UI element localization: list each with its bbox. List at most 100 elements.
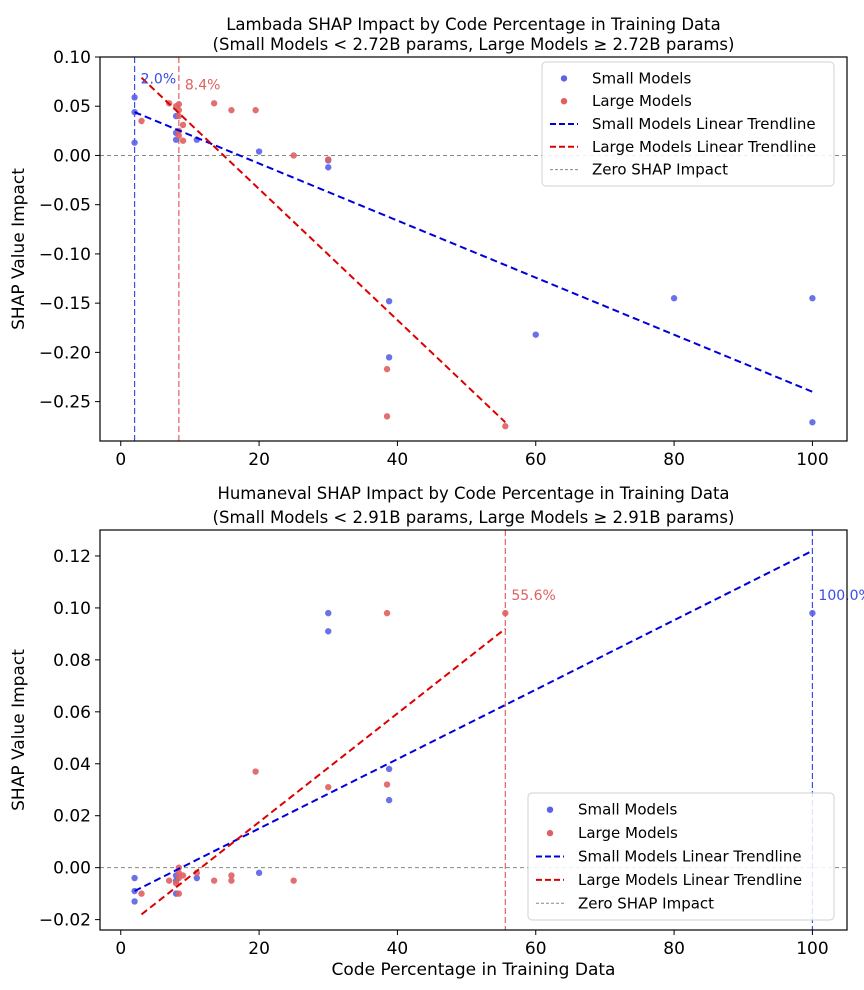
data-point <box>385 765 393 773</box>
legend-label: Large Models Linear Trendline <box>592 138 816 156</box>
legend-label: Large Models <box>592 92 692 110</box>
data-point <box>385 796 393 804</box>
x-tick-label: 40 <box>387 450 409 470</box>
chart-panel-2: Humaneval SHAP Impact by Code Percentage… <box>9 484 864 980</box>
y-tick-label: 0.00 <box>53 146 91 166</box>
vline-label: 100.0% <box>818 588 864 604</box>
y-tick-label: 0.08 <box>53 651 91 671</box>
data-point <box>809 609 816 617</box>
vline-label: 2.0% <box>141 72 177 88</box>
legend-label: Zero SHAP Impact <box>578 894 714 912</box>
axes-frame <box>99 56 848 442</box>
y-tick-label: −0.02 <box>39 911 91 931</box>
data-point <box>131 874 138 882</box>
y-tick-label: 0.02 <box>53 807 91 827</box>
legend-marker <box>560 75 568 82</box>
y-tick-label: 0.06 <box>53 703 91 723</box>
legend: Small Models Large Models Small Models Lin… <box>541 61 835 187</box>
axes-frame <box>99 529 848 931</box>
data-point <box>175 112 183 120</box>
data-point <box>502 423 509 430</box>
data-point <box>325 783 332 791</box>
data-point <box>131 94 138 101</box>
data-point <box>165 877 173 884</box>
data-point <box>252 106 259 114</box>
chart-subtitle: (Small Models < 2.91B params, Large Mode… <box>213 508 735 527</box>
plot-area <box>100 57 847 441</box>
trendline <box>134 111 813 393</box>
x-tick-label: 20 <box>248 450 270 470</box>
data-point <box>383 781 391 788</box>
data-point <box>179 121 187 129</box>
y-tick-label: 0.10 <box>53 599 91 619</box>
data-point <box>131 898 138 905</box>
data-point <box>290 152 297 159</box>
data-point <box>385 297 393 305</box>
y-tick-label: −0.15 <box>39 294 91 314</box>
legend-label: Zero SHAP Impact <box>592 161 728 179</box>
vline-label: 8.4% <box>185 77 221 93</box>
x-tick-label: 0 <box>115 450 126 470</box>
legend-box <box>527 792 835 921</box>
data-point <box>809 419 816 426</box>
vline-label: 55.6% <box>511 588 555 604</box>
data-point <box>325 628 332 635</box>
legend-marker <box>546 806 554 813</box>
data-point <box>138 890 145 897</box>
data-point <box>383 365 391 373</box>
x-tick-label: 80 <box>663 939 685 959</box>
data-point <box>670 295 678 302</box>
y-tick-label: −0.05 <box>39 196 91 216</box>
data-point <box>228 872 235 879</box>
trendline <box>134 549 813 892</box>
y-tick-label: −0.25 <box>39 393 91 413</box>
legend: Small Models Large Models Small Models Lin… <box>527 792 835 921</box>
y-tick-label: 0.00 <box>53 859 91 879</box>
data-point <box>383 609 391 617</box>
y-tick-label: 0.05 <box>53 97 91 117</box>
y-tick-label: −0.20 <box>39 343 91 363</box>
data-point <box>193 874 201 882</box>
chart-subtitle: (Small Models < 2.72B params, Large Mode… <box>213 35 735 54</box>
data-point <box>179 137 187 144</box>
x-tick-label: 60 <box>525 939 547 959</box>
data-point <box>255 148 263 155</box>
data-point <box>179 872 187 879</box>
y-axis-label: SHAP Value Impact <box>9 649 29 811</box>
y-axis-label: SHAP Value Impact <box>9 168 29 330</box>
legend-label: Small Models <box>592 69 691 87</box>
y-tick-label: 0.04 <box>53 755 91 775</box>
chart-panel-1: Lambada SHAP Impact by Code Percentage i… <box>9 15 848 470</box>
data-point <box>385 354 393 361</box>
y-tick-label: −0.10 <box>39 245 91 265</box>
legend-label: Small Models <box>578 801 677 819</box>
legend-label: Large Models <box>578 824 678 842</box>
trendline <box>140 76 507 424</box>
data-point <box>383 413 391 420</box>
x-tick-label: 60 <box>525 450 547 470</box>
data-point <box>809 295 816 302</box>
legend-label: Small Models Linear Trendline <box>592 115 816 133</box>
data-point <box>325 609 332 617</box>
data-point <box>325 164 332 171</box>
chart-title: Lambada SHAP Impact by Code Percentage i… <box>226 15 721 34</box>
data-point <box>325 156 332 163</box>
data-point <box>255 869 263 877</box>
x-tick-label: 0 <box>115 939 126 959</box>
x-tick-label: 100 <box>796 450 828 470</box>
y-tick-label: 0.12 <box>53 547 91 567</box>
data-point <box>252 768 259 775</box>
legend-marker <box>546 829 554 837</box>
data-point <box>210 100 218 107</box>
data-point <box>138 117 145 125</box>
legend-label: Small Models Linear Trendline <box>578 848 802 866</box>
data-point <box>502 609 509 617</box>
x-tick-label: 20 <box>248 939 270 959</box>
data-point <box>532 331 539 338</box>
y-tick-label: 0.10 <box>53 48 91 68</box>
x-axis-label: Code Percentage in Training Data <box>332 960 616 980</box>
data-point <box>131 139 138 146</box>
data-point <box>175 132 183 139</box>
data-point <box>290 877 297 884</box>
